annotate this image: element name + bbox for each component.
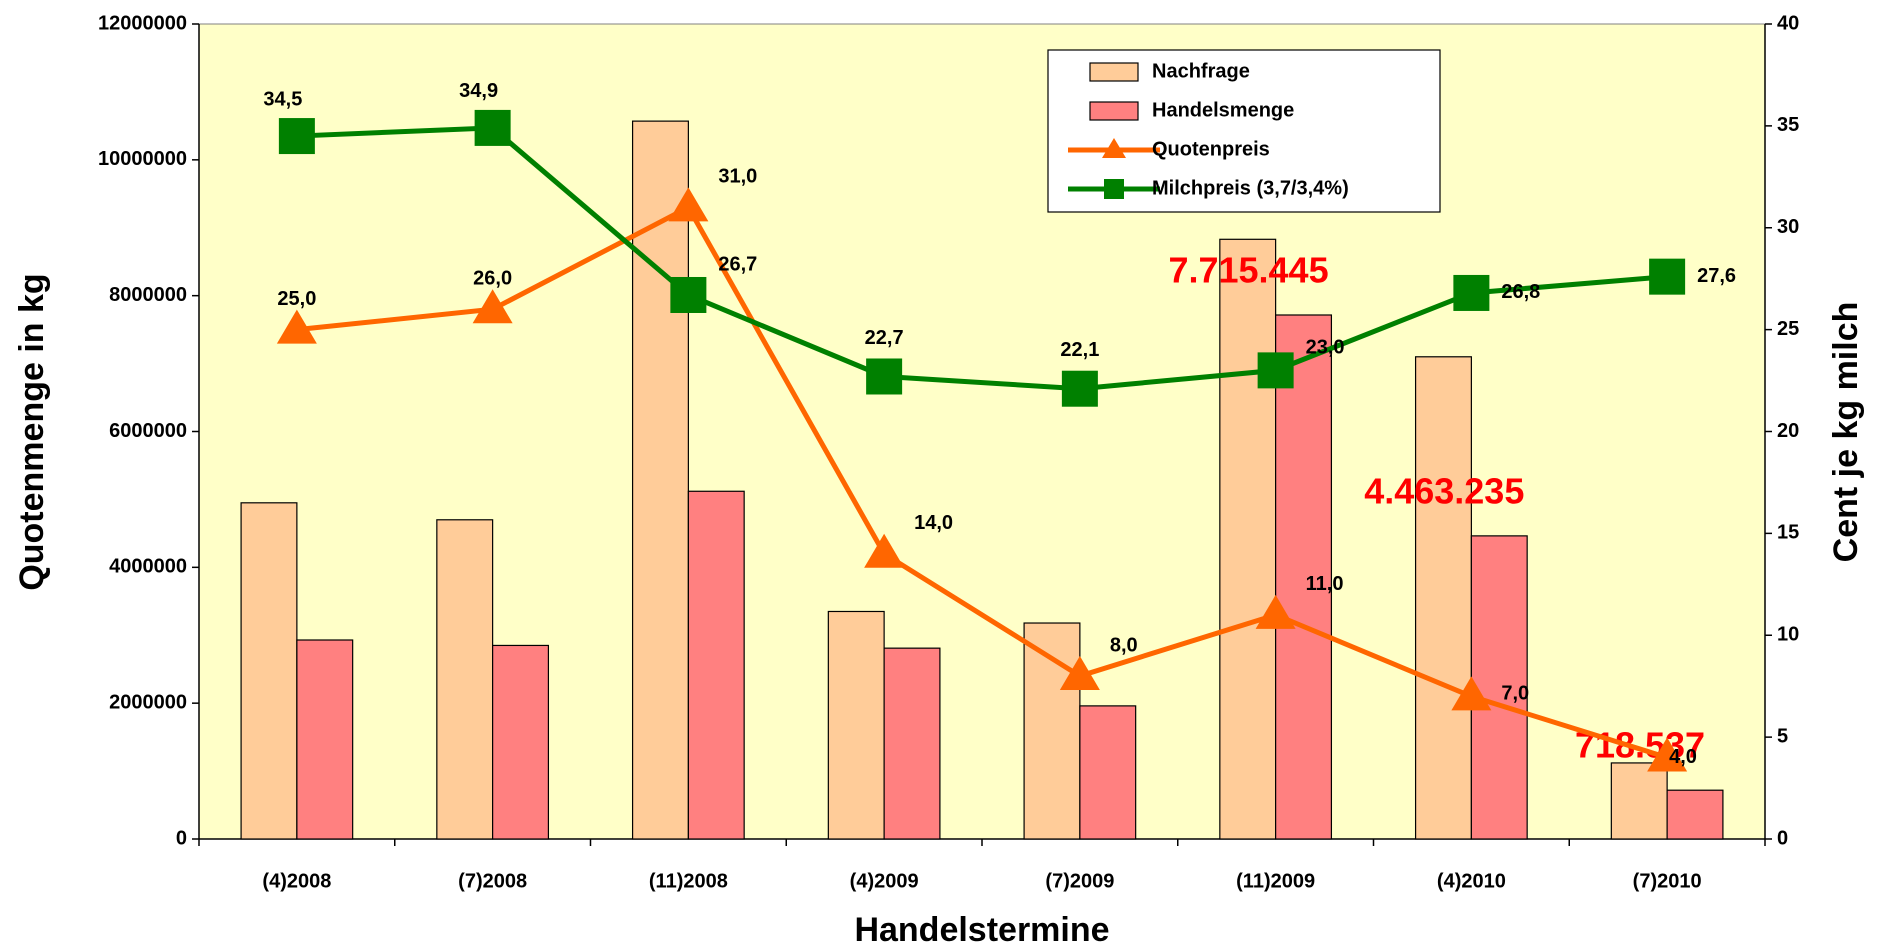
bar <box>1610 762 1668 840</box>
data-label: 26,0 <box>473 268 512 290</box>
marker <box>1061 370 1098 407</box>
y2-tick-label: 5 <box>1777 725 1788 747</box>
marker <box>278 118 315 155</box>
line <box>296 204 1668 760</box>
bar <box>1666 789 1724 840</box>
bar <box>436 519 494 840</box>
bar <box>1414 356 1472 840</box>
marker <box>474 109 511 146</box>
data-label: 22,7 <box>865 327 904 349</box>
bar <box>1219 238 1277 840</box>
legend-label: Nachfrage <box>1152 60 1250 82</box>
legend-marker <box>1102 138 1126 158</box>
legend-marker <box>1104 179 1124 199</box>
bar <box>1275 314 1333 840</box>
data-label: 27,6 <box>1697 265 1736 287</box>
data-label: 8,0 <box>1110 634 1138 656</box>
marker <box>670 276 707 313</box>
y2-tick-label: 40 <box>1777 12 1799 34</box>
bar <box>240 502 298 840</box>
data-label: 11,0 <box>1306 573 1344 595</box>
data-label: 7.715.445 <box>1168 250 1328 291</box>
marker <box>864 533 905 568</box>
marker <box>472 289 513 324</box>
x-axis-title: Handelstermine <box>854 911 1109 949</box>
x-tick-label: (4)2010 <box>1437 870 1506 892</box>
y2-tick-label: 30 <box>1777 216 1799 238</box>
marker <box>1647 737 1688 772</box>
y-tick-label: 0 <box>176 827 187 849</box>
legend-swatch <box>1089 101 1139 121</box>
x-tick-label: (11)2008 <box>649 870 728 892</box>
bar <box>631 120 689 840</box>
x-tick-label: (4)2009 <box>850 870 919 892</box>
data-label: 4.463.235 <box>1364 470 1524 511</box>
y2-tick-label: 25 <box>1777 318 1799 340</box>
x-tick-label: (4)2008 <box>262 870 331 892</box>
y-axis-title: Quotenmenge in kg <box>13 273 51 590</box>
data-label: 4,0 <box>1669 746 1697 768</box>
data-label: 31,0 <box>718 166 757 188</box>
y-tick-label: 6000000 <box>109 420 187 442</box>
data-label: 26,7 <box>718 253 757 275</box>
marker <box>1255 594 1296 629</box>
y2-axis-title: Cent je kg milch <box>1827 302 1865 563</box>
bar <box>1023 622 1081 840</box>
legend-label: Quotenpreis <box>1152 138 1270 160</box>
data-label: 26,8 <box>1501 281 1540 303</box>
marker <box>1257 352 1294 389</box>
marker <box>1059 656 1100 690</box>
data-label: 14,0 <box>914 512 953 534</box>
y-tick-label: 12000000 <box>98 12 187 34</box>
y2-tick-label: 0 <box>1777 827 1788 849</box>
data-label: 22,1 <box>1060 339 1099 361</box>
legend-label: Milchpreis (3,7/3,4%) <box>1152 177 1349 199</box>
y-tick-label: 10000000 <box>98 148 187 170</box>
data-label: 7,0 <box>1501 683 1529 705</box>
marker <box>1451 676 1492 711</box>
marker <box>1453 274 1490 311</box>
legend-label: Handelsmenge <box>1152 99 1294 121</box>
x-tick-label: (7)2008 <box>458 870 527 892</box>
legend-swatch <box>1089 62 1139 82</box>
y-tick-label: 2000000 <box>109 691 187 713</box>
marker <box>668 187 709 222</box>
data-label: 34,5 <box>263 88 302 110</box>
marker <box>276 309 317 344</box>
bar <box>883 647 941 840</box>
x-tick-label: (11)2009 <box>1236 870 1315 892</box>
bar <box>296 639 354 840</box>
bar <box>687 490 745 840</box>
x-tick-label: (7)2010 <box>1633 870 1702 892</box>
marker <box>1649 258 1686 295</box>
bar <box>492 644 550 840</box>
y2-tick-label: 35 <box>1777 114 1799 136</box>
y2-tick-label: 10 <box>1777 624 1799 646</box>
bar <box>1079 705 1137 840</box>
y-tick-label: 4000000 <box>109 556 187 578</box>
data-label: 25,0 <box>277 288 316 310</box>
x-tick-label: (7)2009 <box>1045 870 1114 892</box>
bar <box>1470 535 1528 840</box>
data-label: 23,0 <box>1306 337 1345 359</box>
bar <box>827 610 885 840</box>
y-tick-label: 8000000 <box>109 284 187 306</box>
y2-tick-label: 15 <box>1777 522 1799 544</box>
line <box>296 125 1668 392</box>
y2-tick-label: 20 <box>1777 420 1799 442</box>
data-label: 34,9 <box>459 80 498 102</box>
data-label: 718.537 <box>1575 725 1705 766</box>
marker <box>866 358 903 395</box>
